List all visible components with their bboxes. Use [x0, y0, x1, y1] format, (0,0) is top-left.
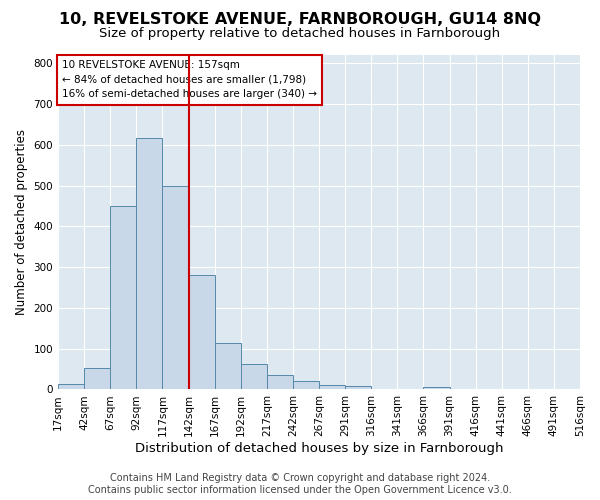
- Bar: [84, 368, 110, 390]
- Text: 10, REVELSTOKE AVENUE, FARNBOROUGH, GU14 8NQ: 10, REVELSTOKE AVENUE, FARNBOROUGH, GU14…: [59, 12, 541, 28]
- Bar: [215, 342, 241, 390]
- Text: Contains HM Land Registry data © Crown copyright and database right 2024.
Contai: Contains HM Land Registry data © Crown c…: [88, 474, 512, 495]
- X-axis label: Distribution of detached houses by size in Farnborough: Distribution of detached houses by size …: [135, 442, 503, 455]
- Bar: [293, 382, 319, 390]
- Bar: [345, 386, 371, 390]
- Y-axis label: Number of detached properties: Number of detached properties: [15, 129, 28, 315]
- Bar: [267, 375, 293, 390]
- Text: 10 REVELSTOKE AVENUE: 157sqm
← 84% of detached houses are smaller (1,798)
16% of: 10 REVELSTOKE AVENUE: 157sqm ← 84% of de…: [62, 60, 317, 100]
- Bar: [319, 385, 345, 390]
- Text: Size of property relative to detached houses in Farnborough: Size of property relative to detached ho…: [100, 28, 500, 40]
- Bar: [424, 386, 449, 390]
- Bar: [241, 364, 267, 390]
- Bar: [136, 138, 163, 390]
- Bar: [163, 186, 188, 390]
- Bar: [188, 276, 215, 390]
- Bar: [110, 206, 136, 390]
- Bar: [58, 384, 84, 390]
